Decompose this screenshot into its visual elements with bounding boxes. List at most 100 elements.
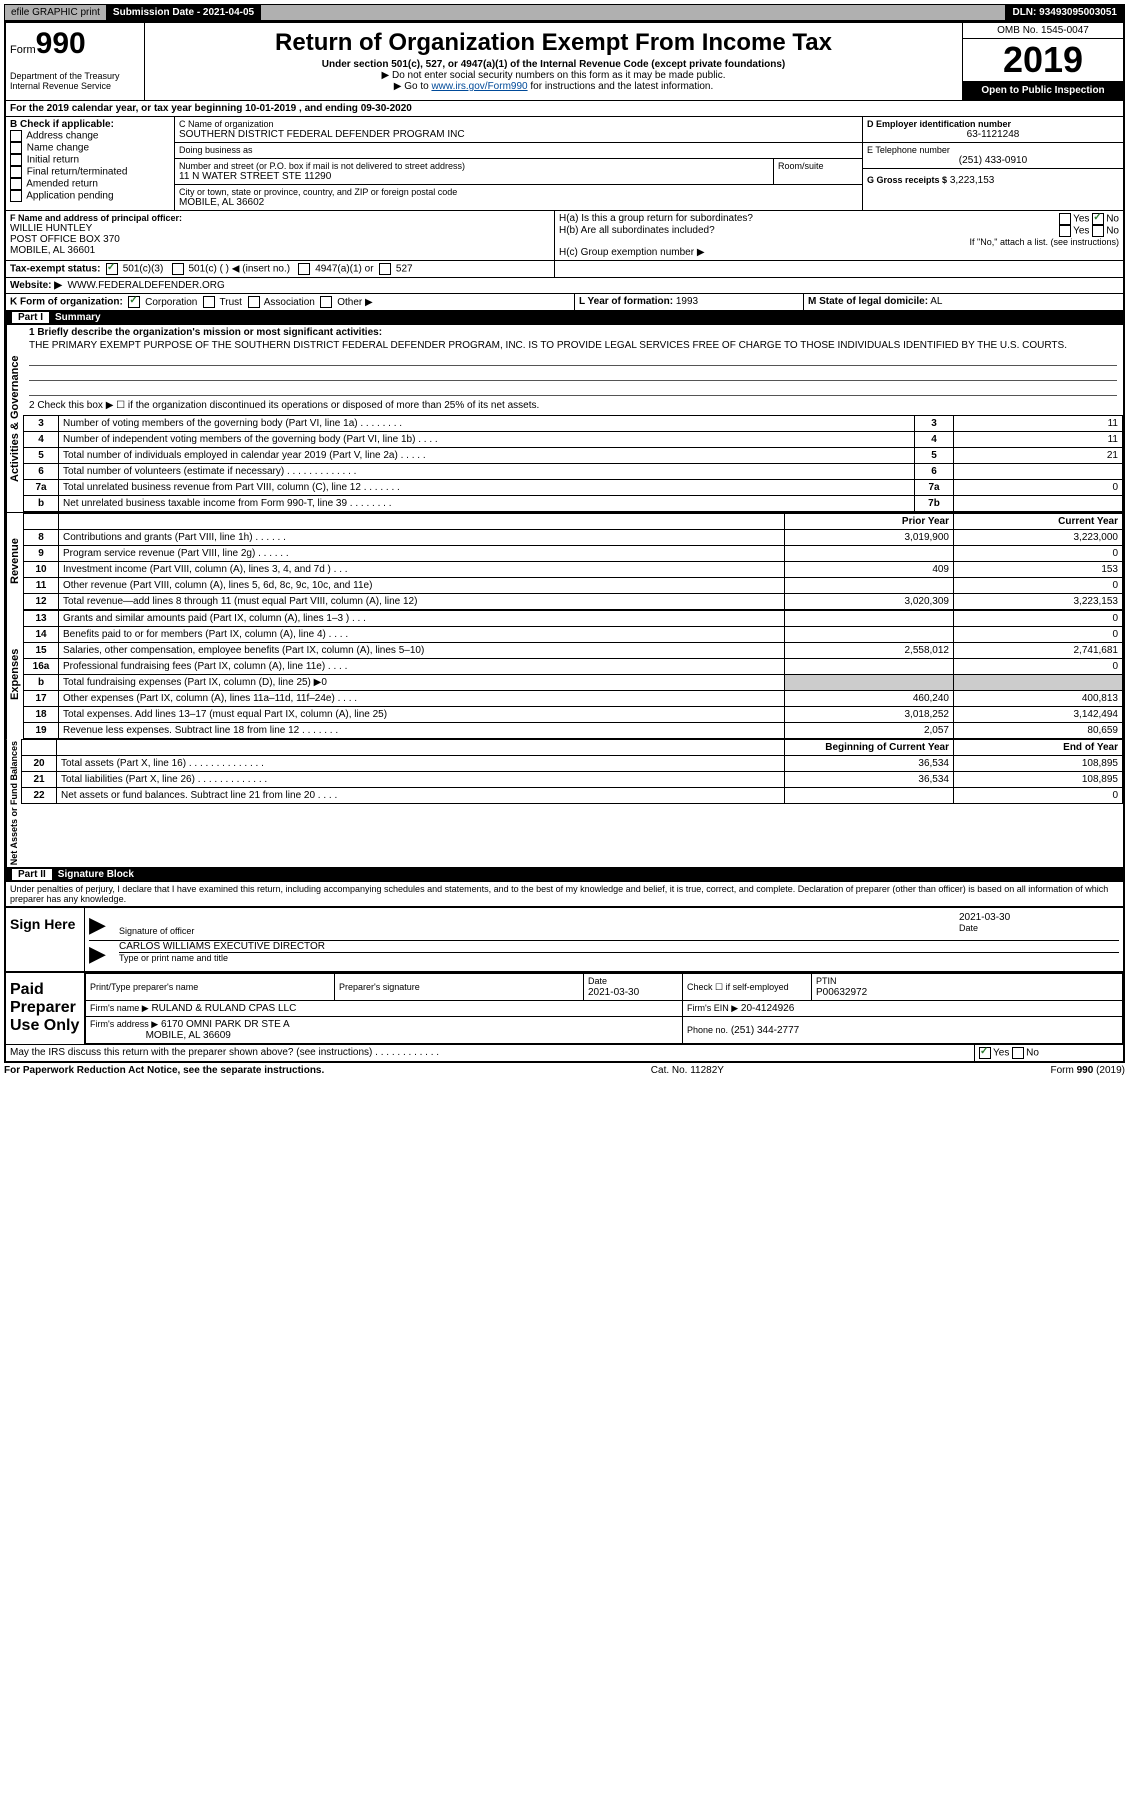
sign-here-label: Sign Here xyxy=(6,908,85,971)
subtitle-1: Under section 501(c), 527, or 4947(a)(1)… xyxy=(149,59,958,70)
ruled-line xyxy=(29,366,1117,381)
printed-label: Type or print name and title xyxy=(119,952,1119,963)
revenue-section: Revenue Prior YearCurrent Year 8Contribu… xyxy=(6,512,1123,610)
period-row: For the 2019 calendar year, or tax year … xyxy=(6,100,1123,116)
cb-527[interactable] xyxy=(379,263,391,275)
dba-label: Doing business as xyxy=(179,145,253,155)
h-continued xyxy=(555,261,1123,277)
part1-header: Part ISummary xyxy=(6,310,1123,325)
table-row: 19Revenue less expenses. Subtract line 1… xyxy=(24,723,1123,739)
dln-label: DLN: 93493095003051 xyxy=(1006,5,1124,20)
checkbox-item[interactable]: Name change xyxy=(10,142,170,154)
subtitle-3: ▶ Go to www.irs.gov/Form990 for instruct… xyxy=(149,81,958,92)
phone-e-label: E Telephone number xyxy=(867,145,1119,155)
form-container: Form990 Department of the Treasury Inter… xyxy=(4,21,1125,1063)
subtitle-2: ▶ Do not enter social security numbers o… xyxy=(149,70,958,81)
title-block: Return of Organization Exempt From Incom… xyxy=(145,23,963,100)
top-bar: efile GRAPHIC print Submission Date - 20… xyxy=(4,4,1125,21)
pra-notice: For Paperwork Reduction Act Notice, see … xyxy=(4,1065,324,1076)
checkbox-item[interactable]: Application pending xyxy=(10,190,170,202)
hc-label: H(c) Group exemption number ▶ xyxy=(559,247,1119,258)
side-netassets: Net Assets or Fund Balances xyxy=(6,739,21,867)
efile-label: efile GRAPHIC print xyxy=(5,5,107,20)
net-table: Beginning of Current YearEnd of Year 20T… xyxy=(21,739,1123,804)
gov-table: 3Number of voting members of the governi… xyxy=(23,415,1123,512)
table-row: 8Contributions and grants (Part VIII, li… xyxy=(24,530,1123,546)
table-row: 10Investment income (Part VIII, column (… xyxy=(24,562,1123,578)
cb-501c3[interactable] xyxy=(106,263,118,275)
j-label: Website: ▶ xyxy=(10,280,62,291)
box-m: M State of legal domicile: AL xyxy=(804,294,1123,310)
form-header: Form990 Department of the Treasury Inter… xyxy=(6,23,1123,100)
table-row: 3Number of voting members of the governi… xyxy=(24,416,1123,432)
website-value: WWW.FEDERALDEFENDER.ORG xyxy=(68,280,225,291)
officer-addr1: POST OFFICE BOX 370 xyxy=(10,234,550,245)
hb-label: H(b) Are all subordinates included? xyxy=(559,225,1059,237)
sig-officer-label: Signature of officer xyxy=(119,926,959,936)
k-option[interactable]: Other ▶ xyxy=(320,297,378,308)
ein-label: D Employer identification number xyxy=(867,119,1119,129)
expense-section: Expenses 13Grants and similar amounts pa… xyxy=(6,610,1123,739)
phone-e-value: (251) 433-0910 xyxy=(867,155,1119,166)
arrow-icon: ▶ xyxy=(89,912,119,938)
form-id-block: Form990 Department of the Treasury Inter… xyxy=(6,23,145,100)
table-row: 15Salaries, other compensation, employee… xyxy=(24,643,1123,659)
officer-label: F Name and address of principal officer: xyxy=(10,213,550,223)
open-inspection: Open to Public Inspection xyxy=(963,81,1123,100)
exp-table: 13Grants and similar amounts paid (Part … xyxy=(23,610,1123,739)
table-row: 13Grants and similar amounts paid (Part … xyxy=(24,611,1123,627)
paid-preparer-block: Paid Preparer Use Only Print/Type prepar… xyxy=(6,971,1123,1044)
discuss-text: May the IRS discuss this return with the… xyxy=(6,1045,975,1061)
officer-addr2: MOBILE, AL 36601 xyxy=(10,245,550,256)
ruled-line xyxy=(29,381,1117,396)
klm-row: K Form of organization: Corporation Trus… xyxy=(6,293,1123,310)
hb-note: If "No," attach a list. (see instruction… xyxy=(559,237,1119,247)
box-deg: D Employer identification number 63-1121… xyxy=(863,117,1123,210)
org-city: MOBILE, AL 36602 xyxy=(179,197,858,208)
firm-name: RULAND & RULAND CPAS LLC xyxy=(151,1003,296,1014)
form-number: 990 xyxy=(36,27,86,60)
dept-label: Department of the Treasury Internal Reve… xyxy=(10,71,140,91)
table-row: 11Other revenue (Part VIII, column (A), … xyxy=(24,578,1123,594)
sign-date: 2021-03-30 xyxy=(959,912,1119,923)
table-row: 9Program service revenue (Part VIII, lin… xyxy=(24,546,1123,562)
k-option[interactable]: Corporation xyxy=(128,297,203,308)
firm-phone: (251) 344-2777 xyxy=(731,1025,799,1036)
checkbox-item[interactable]: Initial return xyxy=(10,154,170,166)
form-word: Form xyxy=(10,44,36,56)
cb-501c[interactable] xyxy=(172,263,184,275)
instructions-link[interactable]: www.irs.gov/Form990 xyxy=(431,81,527,92)
table-row: 4Number of independent voting members of… xyxy=(24,432,1123,448)
table-row: 12Total revenue—add lines 8 through 11 (… xyxy=(24,594,1123,610)
website-row: Website: ▶ WWW.FEDERALDEFENDER.ORG xyxy=(6,277,1123,293)
table-row: 14Benefits paid to or for members (Part … xyxy=(24,627,1123,643)
city-label: City or town, state or province, country… xyxy=(179,187,858,197)
box-b-label: B Check if applicable: xyxy=(10,119,170,130)
paid-preparer-label: Paid Preparer Use Only xyxy=(6,973,85,1044)
principal-row: F Name and address of principal officer:… xyxy=(6,210,1123,260)
rev-table: Prior YearCurrent Year 8Contributions an… xyxy=(23,513,1123,610)
org-address: 11 N WATER STREET STE 11290 xyxy=(179,171,769,182)
box-i: Tax-exempt status: 501(c)(3) 501(c) ( ) … xyxy=(6,261,555,277)
discuss-answer: Yes No xyxy=(975,1045,1123,1061)
spacer xyxy=(261,5,1006,20)
k-option[interactable]: Association xyxy=(248,297,321,308)
part2-header: Part IISignature Block xyxy=(6,867,1123,882)
table-row: bNet unrelated business taxable income f… xyxy=(24,496,1123,512)
checkbox-item[interactable]: Amended return xyxy=(10,178,170,190)
table-row: 17Other expenses (Part IX, column (A), l… xyxy=(24,691,1123,707)
checkbox-item[interactable]: Final return/terminated xyxy=(10,166,170,178)
firm-addr2: MOBILE, AL 36609 xyxy=(146,1030,231,1041)
table-row: 7aTotal unrelated business revenue from … xyxy=(24,480,1123,496)
checkbox-item[interactable]: Address change xyxy=(10,130,170,142)
org-name-label: C Name of organization xyxy=(179,119,858,129)
part1-body: Activities & Governance 1 Briefly descri… xyxy=(6,325,1123,512)
tax-status-row: Tax-exempt status: 501(c)(3) 501(c) ( ) … xyxy=(6,260,1123,277)
preparer-table: Print/Type preparer's name Preparer's si… xyxy=(85,973,1123,1044)
k-option[interactable]: Trust xyxy=(203,297,248,308)
table-row: bTotal fundraising expenses (Part IX, co… xyxy=(24,675,1123,691)
cb-4947[interactable] xyxy=(298,263,310,275)
q1-label: 1 Briefly describe the organization's mi… xyxy=(23,325,1123,340)
table-row: 18Total expenses. Add lines 13–17 (must … xyxy=(24,707,1123,723)
discuss-row: May the IRS discuss this return with the… xyxy=(6,1044,1123,1061)
